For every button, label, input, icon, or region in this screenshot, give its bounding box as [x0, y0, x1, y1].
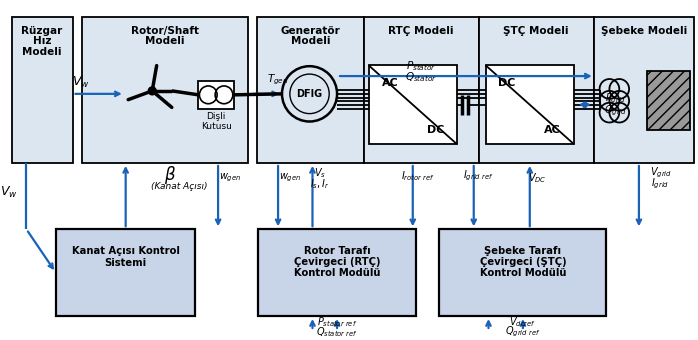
Text: $T_{gen}$: $T_{gen}$ — [267, 73, 289, 87]
Text: Çevirgeci (RTÇ): Çevirgeci (RTÇ) — [294, 257, 380, 267]
Text: $Q_{grid\ ref}$: $Q_{grid\ ref}$ — [505, 325, 541, 339]
Text: $w_{gen}$: $w_{gen}$ — [218, 172, 241, 184]
Text: (Kanat Açısı): (Kanat Açısı) — [151, 182, 208, 191]
Text: Kanat Açısı Kontrol: Kanat Açısı Kontrol — [72, 246, 179, 256]
Text: Sistemi: Sistemi — [105, 258, 147, 268]
Text: DC: DC — [426, 125, 444, 135]
Text: $w_{gen}$: $w_{gen}$ — [279, 172, 301, 184]
Text: $V_{dcref}$: $V_{dcref}$ — [510, 315, 536, 329]
Text: Modeli: Modeli — [291, 36, 330, 47]
Text: RTÇ Modeli: RTÇ Modeli — [388, 26, 454, 36]
Bar — [594, 17, 694, 163]
Bar — [56, 229, 195, 316]
Text: Şebeke Modeli: Şebeke Modeli — [601, 26, 687, 36]
Text: $V_s$: $V_s$ — [314, 166, 327, 180]
Text: Kutusu: Kutusu — [201, 122, 232, 131]
Text: Rüzgar: Rüzgar — [22, 26, 63, 36]
Text: $I_{grid\ ref}$: $I_{grid\ ref}$ — [463, 169, 494, 183]
Bar — [439, 229, 607, 316]
Text: $I_s, I_r$: $I_s, I_r$ — [311, 177, 330, 191]
Text: Şebeke Tarafı: Şebeke Tarafı — [484, 246, 561, 256]
Text: Generatör: Generatör — [281, 26, 341, 36]
Text: Kontrol Modülü: Kontrol Modülü — [294, 268, 380, 278]
Text: $V_w$: $V_w$ — [72, 74, 89, 89]
Bar — [486, 65, 574, 144]
Text: $V_{grid}$: $V_{grid}$ — [650, 166, 671, 180]
Text: $\beta$: $\beta$ — [164, 164, 176, 186]
Text: Rotor/Shaft: Rotor/Shaft — [131, 26, 199, 36]
Text: ŞTÇ Modeli: ŞTÇ Modeli — [503, 26, 568, 36]
Text: $Q_{grid}$: $Q_{grid}$ — [604, 103, 627, 118]
Text: Dişli: Dişli — [207, 112, 226, 121]
Text: $I_{grid}$: $I_{grid}$ — [651, 176, 669, 191]
Bar — [82, 17, 248, 163]
Text: Çevirgeci (ŞTÇ): Çevirgeci (ŞTÇ) — [480, 257, 566, 267]
Bar — [647, 71, 690, 131]
Text: Modeli: Modeli — [22, 47, 62, 57]
Text: $Q_{stator}$: $Q_{stator}$ — [405, 70, 436, 84]
Circle shape — [148, 87, 156, 95]
Text: AC: AC — [544, 125, 560, 135]
Text: Hız: Hız — [33, 36, 52, 47]
Bar — [258, 229, 416, 316]
Text: Rotor Tarafı: Rotor Tarafı — [304, 246, 371, 256]
Text: $V_{DC}$: $V_{DC}$ — [528, 171, 547, 185]
Bar — [258, 17, 364, 163]
Text: Kontrol Modülü: Kontrol Modülü — [480, 268, 566, 278]
Text: $P_{stator\ ref}$: $P_{stator\ ref}$ — [317, 315, 357, 329]
Bar — [198, 81, 234, 109]
Text: $P_{stator}$: $P_{stator}$ — [406, 59, 436, 73]
Text: DFIG: DFIG — [297, 89, 322, 99]
Text: $I_{rotor\ ref}$: $I_{rotor\ ref}$ — [401, 169, 435, 183]
Bar — [12, 17, 73, 163]
Text: DC: DC — [498, 78, 516, 88]
Text: $Q_{stator\ ref}$: $Q_{stator\ ref}$ — [316, 325, 358, 339]
Text: $P_{grid}$: $P_{grid}$ — [604, 91, 626, 106]
Bar — [369, 65, 457, 144]
Text: $V_w$: $V_w$ — [0, 185, 17, 200]
Bar — [479, 17, 594, 163]
Text: Modeli: Modeli — [145, 36, 185, 47]
Bar — [364, 17, 479, 163]
Text: AC: AC — [382, 78, 399, 88]
